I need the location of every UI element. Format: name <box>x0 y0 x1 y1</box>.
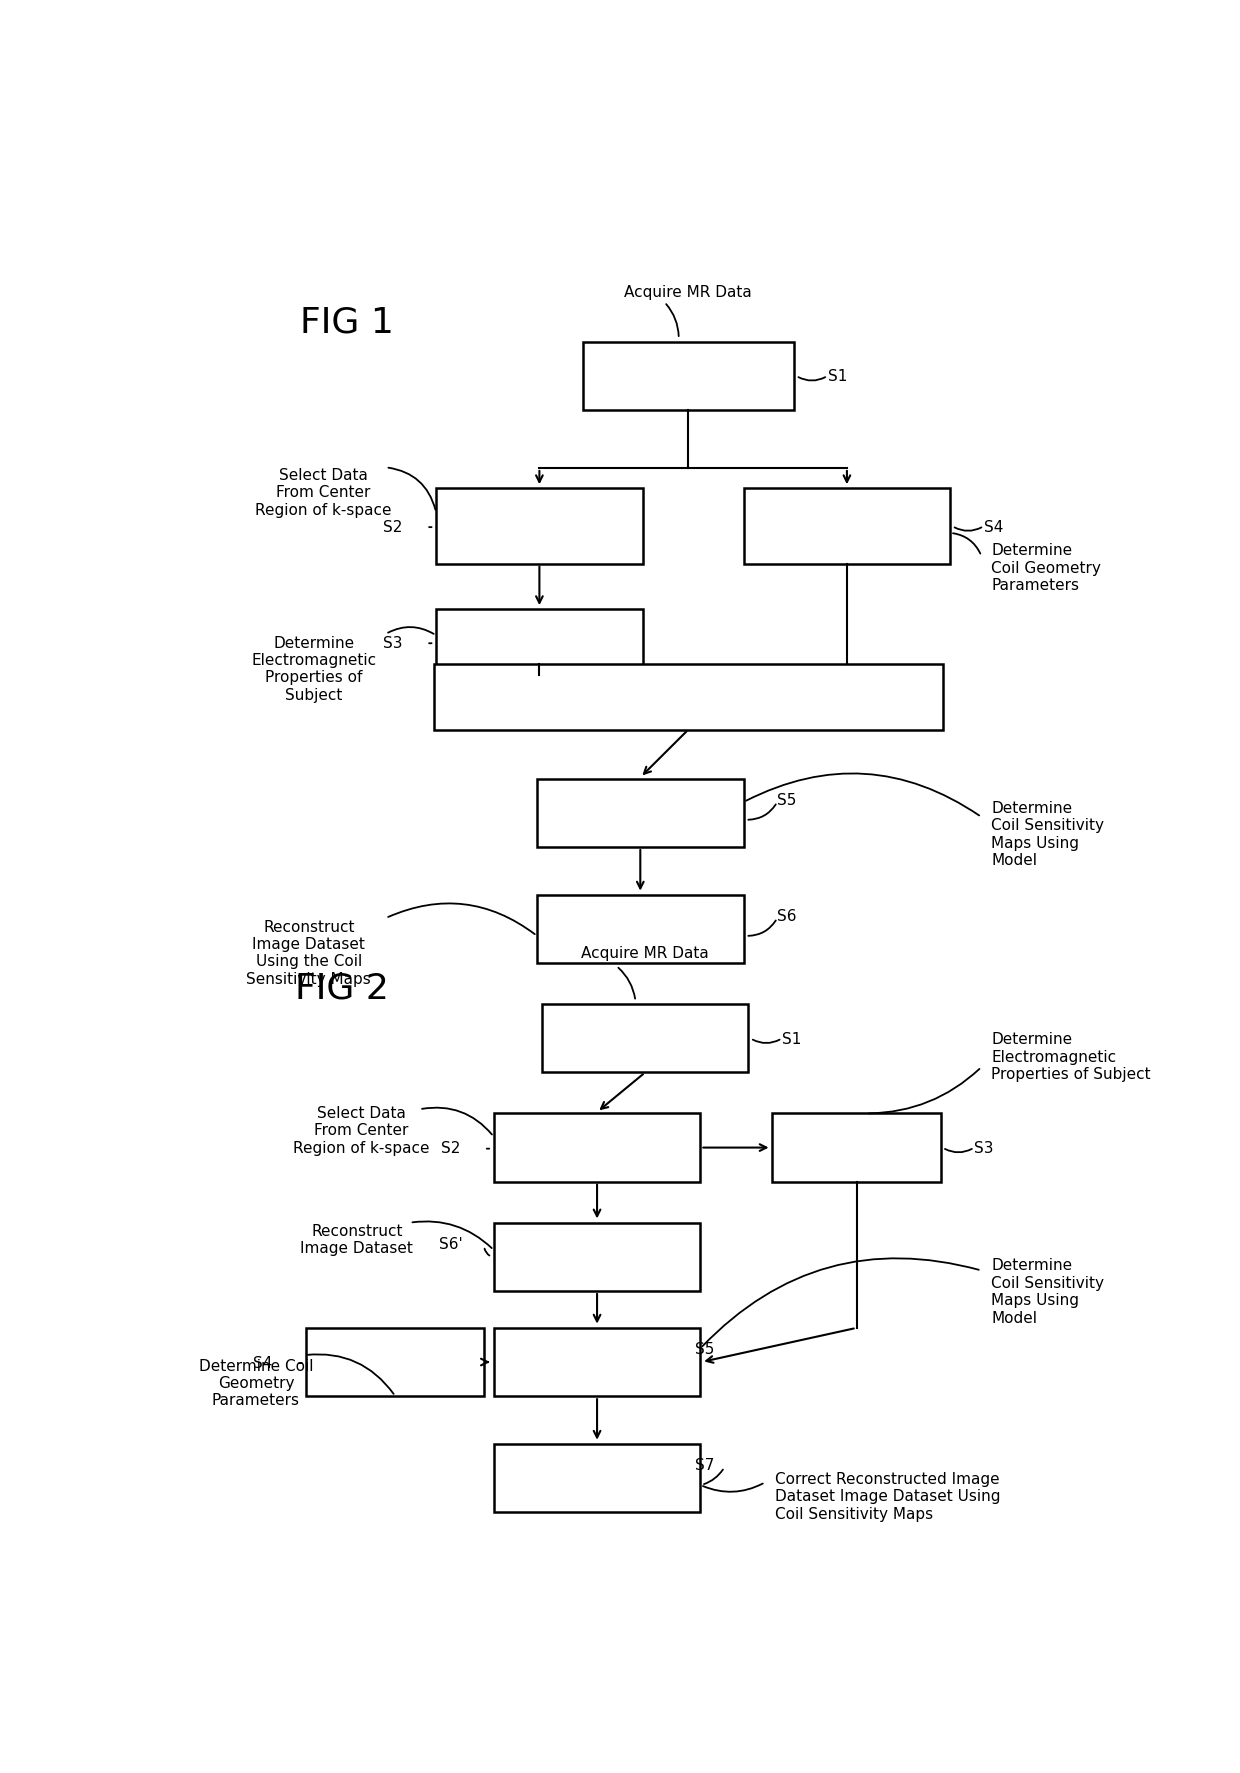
Bar <box>583 342 794 411</box>
Text: Reconstruct
Image Dataset
Using the Coil
Sensitivity Maps: Reconstruct Image Dataset Using the Coil… <box>247 918 371 986</box>
Bar <box>494 1328 701 1397</box>
Text: S2: S2 <box>441 1140 460 1156</box>
Text: Select Data
From Center
Region of k-space: Select Data From Center Region of k-spac… <box>294 1105 430 1154</box>
Bar <box>494 1223 701 1291</box>
Text: S4: S4 <box>253 1355 273 1371</box>
Bar <box>542 1005 749 1073</box>
Bar <box>744 489 950 564</box>
Text: S3: S3 <box>975 1140 993 1156</box>
Text: Correct Reconstructed Image
Dataset Image Dataset Using
Coil Sensitivity Maps: Correct Reconstructed Image Dataset Imag… <box>775 1472 1001 1521</box>
Bar <box>494 1445 701 1512</box>
Text: FIG 1: FIG 1 <box>300 305 394 339</box>
Bar <box>436 610 642 676</box>
Bar <box>494 1113 701 1183</box>
Bar <box>306 1328 484 1397</box>
Text: S5: S5 <box>777 793 796 807</box>
Bar <box>773 1113 941 1183</box>
Bar <box>436 489 642 564</box>
Text: Determine
Coil Sensitivity
Maps Using
Model: Determine Coil Sensitivity Maps Using Mo… <box>991 1257 1104 1324</box>
Text: S3: S3 <box>383 635 403 651</box>
Text: S2: S2 <box>383 519 403 534</box>
Text: FIG 2: FIG 2 <box>295 972 389 1005</box>
Text: Reconstruct
Image Dataset: Reconstruct Image Dataset <box>300 1223 413 1255</box>
Text: Determine
Coil Geometry
Parameters: Determine Coil Geometry Parameters <box>991 543 1101 592</box>
Text: S7: S7 <box>696 1457 714 1472</box>
Text: S1: S1 <box>827 369 847 385</box>
Text: Select Data
From Center
Region of k-space: Select Data From Center Region of k-spac… <box>255 468 392 518</box>
Text: S5: S5 <box>696 1340 714 1356</box>
Text: Acquire MR Data: Acquire MR Data <box>582 945 709 961</box>
Bar <box>537 895 744 965</box>
Text: S1: S1 <box>782 1032 801 1046</box>
Bar <box>434 665 944 730</box>
Bar <box>537 780 744 847</box>
Text: S6': S6' <box>439 1236 463 1252</box>
Text: Determine
Electromagnetic
Properties of Subject: Determine Electromagnetic Properties of … <box>991 1032 1151 1082</box>
Text: Determine Coil
Geometry
Parameters: Determine Coil Geometry Parameters <box>198 1358 314 1408</box>
Text: Acquire MR Data: Acquire MR Data <box>625 284 753 300</box>
Text: Determine
Coil Sensitivity
Maps Using
Model: Determine Coil Sensitivity Maps Using Mo… <box>991 800 1104 867</box>
Text: S4: S4 <box>983 519 1003 534</box>
Text: Determine
Electromagnetic
Properties of
Subject: Determine Electromagnetic Properties of … <box>250 635 376 702</box>
Text: S6: S6 <box>777 908 796 924</box>
